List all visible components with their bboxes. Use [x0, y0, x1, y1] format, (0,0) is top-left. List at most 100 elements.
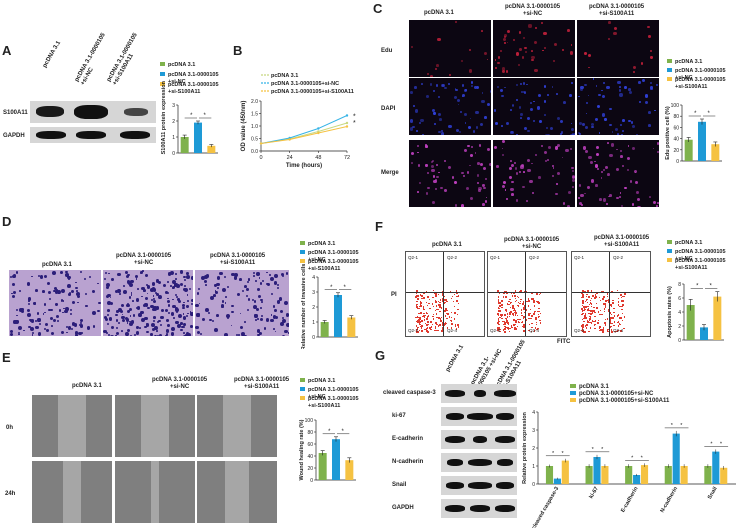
stained-cell: [75, 281, 77, 284]
cell-nucleus: [440, 132, 445, 135]
cell-nucleus: [510, 109, 512, 111]
stained-cell: [11, 282, 15, 286]
event-dot: [423, 315, 425, 317]
protein-band: [473, 436, 487, 443]
event-dot: [623, 327, 625, 330]
cell-nucleus: [629, 91, 633, 95]
cell-nucleus: [571, 81, 574, 84]
cell-nucleus: [631, 202, 635, 206]
cell-nucleus: [456, 128, 460, 132]
wound-gap: [58, 395, 86, 457]
stained-cell: [129, 315, 132, 318]
stained-cell: [150, 304, 154, 309]
western-blot-band-row: [441, 384, 517, 403]
event-dot: [416, 294, 418, 297]
event-dot: [606, 329, 609, 331]
cell-nucleus: [440, 130, 443, 133]
event-dot: [581, 304, 584, 307]
cell-nucleus: [567, 205, 570, 207]
stained-cell: [70, 313, 72, 316]
stained-cell: [40, 275, 44, 279]
legend-label: +si-NC: [675, 75, 693, 81]
stained-cell: [118, 293, 121, 296]
stained-cell: [190, 302, 193, 305]
event-dot: [450, 297, 453, 300]
event-dot: [620, 299, 623, 302]
event-dot: [621, 308, 623, 311]
cell-nucleus: [467, 144, 470, 148]
event-dot: [582, 312, 584, 315]
event-dot: [420, 312, 422, 314]
panel-label-g: G: [375, 348, 386, 363]
cell-nucleus: [448, 124, 452, 128]
bar: [207, 145, 216, 153]
cell-nucleus: [414, 109, 418, 113]
western-blot-gapdh: [30, 127, 156, 143]
y-tick-label: 80: [673, 114, 679, 120]
cell-nucleus: [511, 180, 514, 184]
event-dot: [517, 296, 520, 299]
cell-nucleus: [485, 196, 488, 199]
event-dot: [457, 308, 459, 311]
quadrant-label: Q2-3: [574, 328, 585, 333]
event-dot: [526, 300, 528, 303]
legend-label: pcDNA 3.1-0000105: [168, 72, 219, 78]
event-dot: [584, 317, 586, 319]
stained-cell: [153, 307, 157, 311]
event-dot: [456, 300, 458, 302]
event-dot: [418, 312, 420, 315]
event-dot: [442, 294, 444, 296]
cell-nucleus: [620, 133, 623, 135]
stained-cell: [126, 322, 129, 324]
cell-nucleus: [579, 132, 582, 135]
event-dot: [592, 295, 594, 297]
stained-cell: [54, 290, 59, 294]
column-label: pcDNA 3.1: [42, 262, 72, 268]
stained-cell: [240, 325, 244, 329]
event-dot: [510, 325, 513, 327]
event-dot: [581, 313, 583, 316]
event-dot: [612, 302, 614, 304]
stained-cell: [62, 311, 64, 314]
event-dot: [538, 302, 540, 304]
cell-nucleus: [464, 148, 468, 152]
event-dot: [419, 294, 422, 296]
stained-cell: [246, 309, 249, 312]
stained-cell: [30, 319, 35, 324]
event-dot: [624, 293, 626, 295]
stained-cell: [17, 331, 20, 334]
stained-cell: [247, 298, 251, 301]
stained-cell: [190, 325, 193, 328]
cell-nucleus: [531, 191, 534, 194]
stained-cell: [180, 322, 183, 325]
event-dot: [499, 304, 502, 307]
event-dot: [439, 318, 442, 320]
stained-cell: [195, 325, 199, 330]
event-dot: [581, 325, 583, 327]
stained-cell: [75, 292, 80, 297]
event-dot: [596, 307, 598, 309]
bar: [700, 327, 708, 340]
event-dot: [501, 317, 503, 320]
stained-cell: [31, 334, 34, 336]
stained-cell: [231, 304, 234, 307]
event-dot: [523, 330, 525, 332]
cell-nucleus: [606, 85, 610, 90]
event-dot: [589, 321, 591, 324]
cell-nucleus: [475, 110, 479, 114]
event-dot: [420, 327, 423, 329]
event-dot: [604, 322, 606, 324]
stained-cell: [26, 281, 31, 286]
legend-label: pcDNA 3.1: [675, 240, 702, 246]
stained-cell: [247, 280, 250, 284]
x-axis-label: Time (hours): [286, 163, 322, 169]
event-dot: [620, 330, 622, 332]
event-dot: [507, 322, 509, 324]
cell-nucleus: [556, 92, 558, 95]
bar: [601, 466, 609, 484]
cell-nucleus: [489, 89, 491, 94]
stained-cell: [142, 289, 145, 291]
y-tick-label: 6: [678, 296, 681, 302]
cell-nucleus: [615, 128, 619, 132]
stained-cell: [156, 306, 160, 310]
